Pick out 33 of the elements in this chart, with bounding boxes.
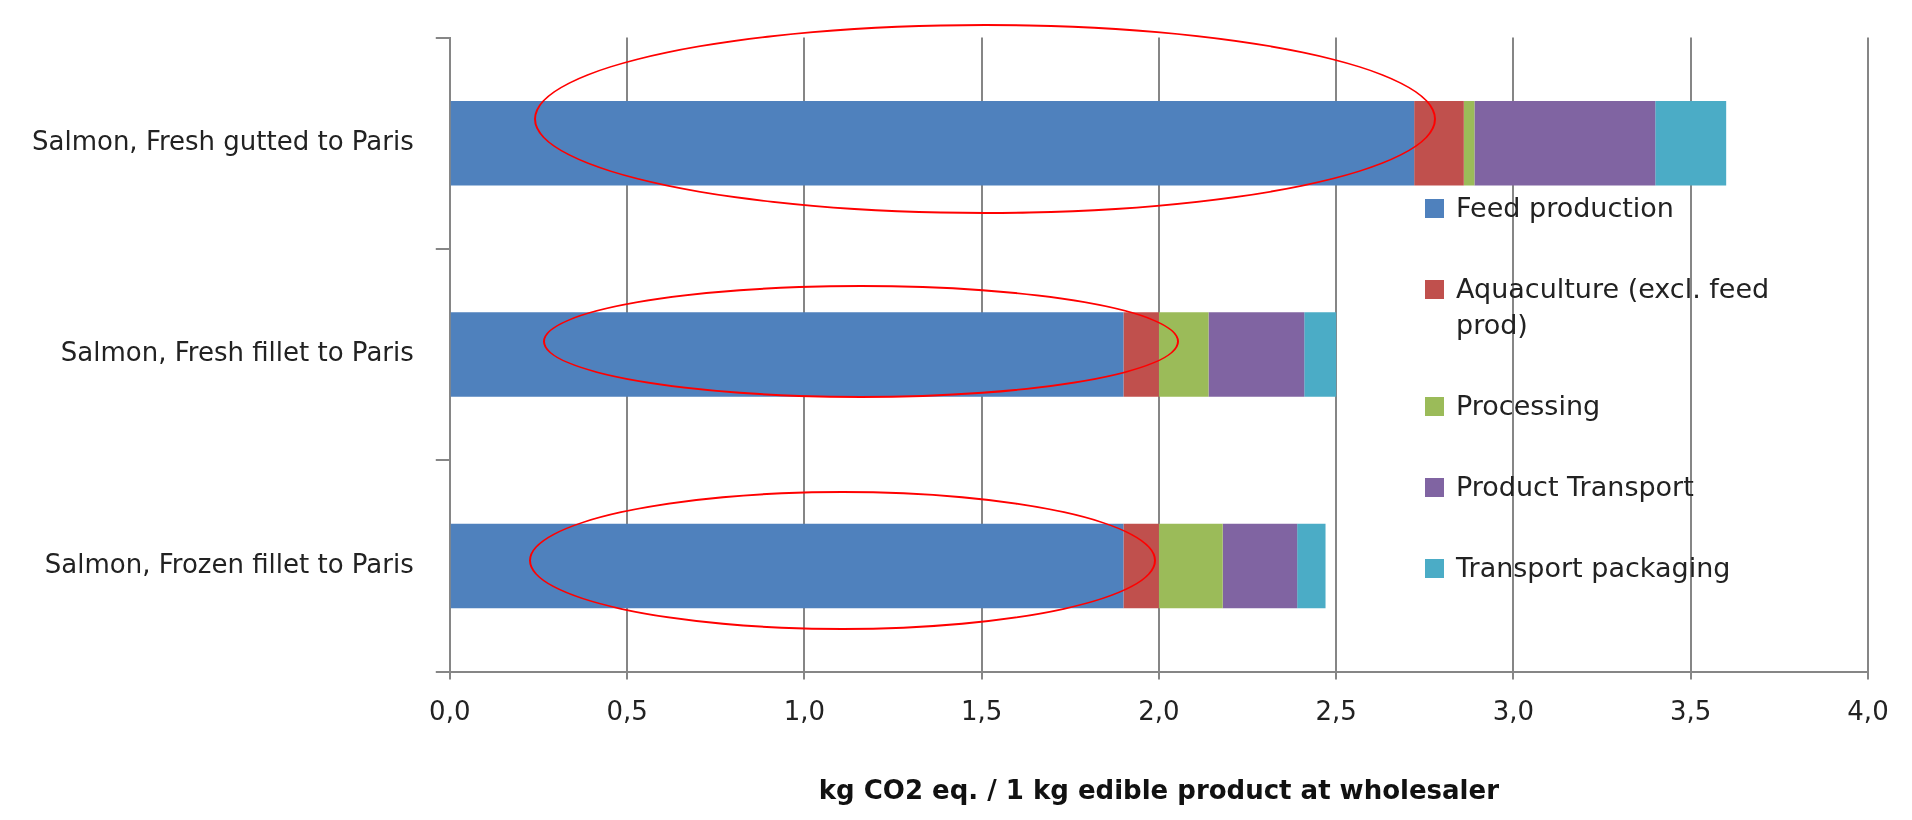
legend-label: Feed production	[1456, 191, 1674, 225]
bar	[450, 312, 1124, 397]
bar	[1158, 523, 1223, 609]
bar	[1208, 312, 1305, 397]
y-tick-label: Salmon, Fresh fillet to Paris	[60, 337, 414, 368]
x-tick-label: 4,0	[1847, 695, 1889, 726]
bar	[1304, 312, 1337, 397]
x-tick-label: 1,0	[783, 695, 826, 726]
x-tick-label: 3,5	[1670, 695, 1712, 726]
x-tick-label: 1,5	[960, 695, 1003, 726]
bar	[1297, 523, 1326, 609]
bar	[1158, 312, 1209, 397]
x-tick-label: 3,0	[1492, 695, 1535, 726]
x-axis-title: kg CO2 eq. / 1 kg edible product at wholesaler	[818, 775, 1500, 806]
bar	[1474, 101, 1656, 186]
y-tick-label: Salmon, Fresh gutted to Paris	[31, 126, 414, 157]
bar	[450, 101, 1415, 186]
bar	[1463, 101, 1475, 186]
bar	[450, 523, 1124, 609]
bar	[1655, 101, 1727, 186]
x-tick-label: 0,5	[606, 695, 648, 726]
bar	[1222, 523, 1298, 609]
y-tick-label: Salmon, Frozen fillet to Paris	[44, 548, 414, 579]
x-tick-label: 2,0	[1138, 695, 1180, 726]
legend-label: Product Transport	[1456, 470, 1694, 504]
bar	[1123, 523, 1159, 609]
x-tick-label: 2,5	[1315, 695, 1357, 726]
bar	[1123, 312, 1159, 397]
legend-label: Aquaculture (excl. feed prod)	[1456, 272, 1771, 342]
bar	[1414, 101, 1464, 186]
x-tick-label: 0,0	[429, 695, 471, 726]
legend-label: Processing	[1456, 389, 1601, 423]
legend-label: Transport packaging	[1456, 551, 1731, 585]
